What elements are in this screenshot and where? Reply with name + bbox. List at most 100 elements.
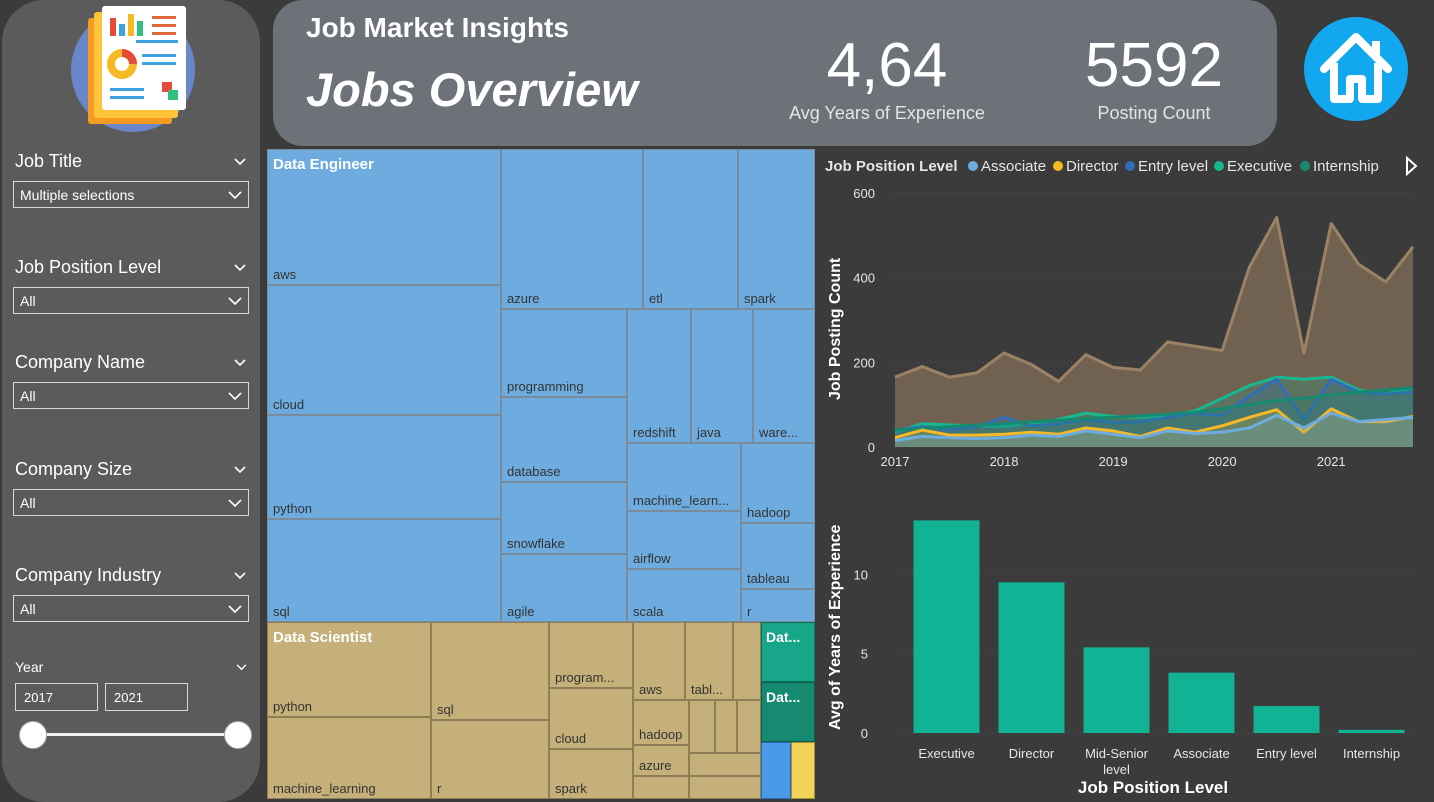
treemap-tile[interactable]: agile <box>501 554 627 622</box>
treemap-tile[interactable]: r <box>431 720 549 799</box>
y-tick-label: 0 <box>868 440 875 455</box>
treemap-tile[interactable]: sql <box>267 519 501 622</box>
treemap-tile[interactable]: aws <box>267 149 501 285</box>
chevron-down-icon[interactable] <box>234 359 246 367</box>
chevron-down-icon <box>228 499 242 508</box>
treemap-tile[interactable]: python <box>267 415 501 519</box>
treemap-tile[interactable]: cloud <box>549 688 633 749</box>
legend-item[interactable]: Entry level <box>1138 158 1208 175</box>
y-tick-label: 600 <box>853 186 875 201</box>
series-line-internship[interactable] <box>894 386 1414 432</box>
treemap-tile[interactable]: program... <box>549 622 633 688</box>
chevron-down-icon[interactable] <box>234 466 246 474</box>
treemap-tile[interactable]: aws <box>633 622 685 700</box>
treemap-tile[interactable] <box>737 700 761 753</box>
legend-next-arrow-icon[interactable] <box>1406 155 1418 177</box>
treemap-tile[interactable] <box>761 622 815 682</box>
year-from-input[interactable]: 2017 <box>15 683 98 711</box>
series-line-associate[interactable] <box>894 411 1414 443</box>
chevron-down-icon <box>228 191 242 200</box>
job-position-level-dropdown[interactable]: All <box>13 287 249 314</box>
treemap-tile[interactable]: cloud <box>267 285 501 415</box>
treemap-tile[interactable] <box>733 622 761 700</box>
series-line-total[interactable] <box>894 216 1415 383</box>
series-area-associate[interactable] <box>895 413 1413 447</box>
tile-label: agile <box>507 604 535 619</box>
treemap-tile[interactable] <box>689 700 715 753</box>
tile-label: cloud <box>555 731 587 746</box>
company-name-dropdown[interactable]: All <box>13 382 249 409</box>
tile-label: hadoop <box>639 727 683 742</box>
treemap-tile[interactable]: scala <box>627 569 741 622</box>
year-to-input[interactable]: 2021 <box>105 683 188 711</box>
treemap-tile[interactable] <box>791 742 815 799</box>
treemap-tile[interactable] <box>761 682 815 742</box>
bar[interactable] <box>1083 647 1150 733</box>
treemap-tile[interactable]: programming <box>501 309 627 397</box>
avg-experience-bar-chart[interactable]: Avg of Years of Experience Job Position … <box>820 490 1432 800</box>
series-area-entry-level[interactable] <box>895 379 1413 447</box>
treemap-tile[interactable]: airflow <box>627 511 741 569</box>
treemap-tile[interactable]: tabl... <box>685 622 733 700</box>
tile-label: r <box>747 604 752 619</box>
chart-legend: Job Position Level Associate Director En… <box>825 158 1379 175</box>
bar[interactable] <box>913 520 980 733</box>
treemap-tile[interactable]: java <box>691 309 753 443</box>
treemap-tile[interactable] <box>633 776 689 799</box>
treemap-tile[interactable]: azure <box>501 149 643 309</box>
treemap-tile[interactable]: hadoop <box>741 443 815 523</box>
bar[interactable] <box>1338 729 1405 733</box>
series-area-executive[interactable] <box>895 377 1413 447</box>
skills-treemap[interactable]: aws cloud python sql azure etl spark pro… <box>267 149 815 799</box>
year-slider-end-handle[interactable] <box>224 721 252 749</box>
treemap-tile[interactable]: hadoop <box>633 700 689 745</box>
tile-label: snowflake <box>507 536 565 551</box>
tile-label: machine_learning <box>273 781 376 796</box>
year-slider-start-handle[interactable] <box>19 721 47 749</box>
legend-item[interactable]: Executive <box>1227 158 1292 175</box>
tile-label: python <box>273 501 313 516</box>
treemap-tile[interactable] <box>689 753 761 776</box>
treemap-group-label: Data Scientist <box>273 629 373 646</box>
chevron-down-icon[interactable] <box>234 158 246 166</box>
bar[interactable] <box>998 582 1065 733</box>
legend-item[interactable]: Director <box>1066 158 1119 175</box>
legend-item[interactable]: Associate <box>981 158 1046 175</box>
treemap-tile[interactable]: spark <box>549 749 633 799</box>
treemap-tile[interactable]: redshift <box>627 309 691 443</box>
y-tick-label: 0 <box>861 726 868 741</box>
x-tick-label: 2020 <box>1208 454 1237 469</box>
year-slider-track[interactable] <box>32 733 238 736</box>
treemap-tile[interactable] <box>715 700 737 753</box>
treemap-tile[interactable]: azure <box>633 745 689 776</box>
treemap-tile[interactable]: tableau <box>741 523 815 589</box>
treemap-tile[interactable]: r <box>741 589 815 622</box>
treemap-tile[interactable] <box>689 776 761 799</box>
x-axis-title: Job Position Level <box>1078 778 1228 797</box>
legend-item[interactable]: Internship <box>1313 158 1379 175</box>
job-title-dropdown[interactable]: Multiple selections <box>13 181 249 208</box>
company-industry-dropdown[interactable]: All <box>13 595 249 622</box>
bar[interactable] <box>1168 672 1235 733</box>
treemap-tile[interactable]: ware... <box>753 309 815 443</box>
home-button[interactable] <box>1304 17 1408 121</box>
treemap-tile[interactable]: sql <box>431 622 549 720</box>
treemap-tile[interactable] <box>761 742 791 799</box>
treemap-tile[interactable]: machine_learning <box>267 717 431 799</box>
treemap-tile[interactable]: machine_learn... <box>627 443 741 511</box>
chevron-down-icon[interactable] <box>236 664 247 671</box>
bar[interactable] <box>1253 706 1320 733</box>
dashboard-subtitle: Job Market Insights <box>306 12 569 43</box>
chevron-down-icon[interactable] <box>234 264 246 272</box>
treemap-tile[interactable]: database <box>501 397 627 482</box>
treemap-tile[interactable]: etl <box>643 149 738 309</box>
legend-marker <box>1053 161 1063 171</box>
treemap-tile[interactable]: spark <box>738 149 815 309</box>
chevron-down-icon[interactable] <box>234 572 246 580</box>
x-tick-label: 2018 <box>990 454 1019 469</box>
series-line-director[interactable] <box>894 407 1414 440</box>
company-size-dropdown[interactable]: All <box>13 489 249 516</box>
treemap-tile[interactable]: python <box>267 622 431 717</box>
job-posting-area-chart[interactable]: Job Position Level Associate Director En… <box>820 150 1432 470</box>
treemap-tile[interactable]: snowflake <box>501 482 627 554</box>
